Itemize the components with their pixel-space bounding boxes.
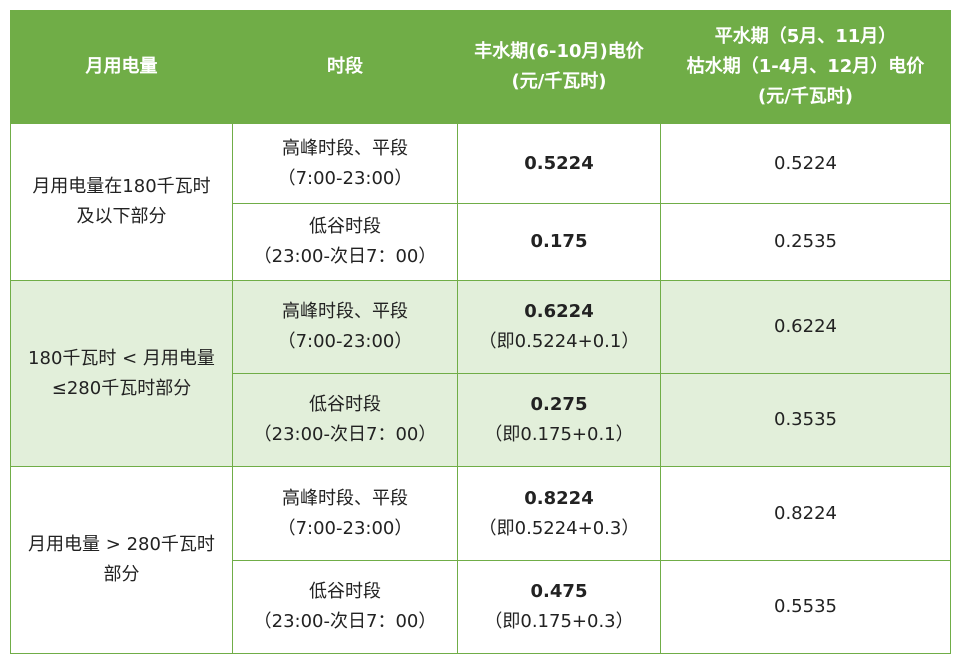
period-name: 高峰时段、平段 [282, 301, 408, 322]
price-table: 月用电量 时段 丰水期(6-10月)电价 (元/千瓦时) 平水期（5月、11月） 枯水期（… [10, 10, 951, 654]
wet-price-cell: 0.6224 （即0.5224+0.1） [457, 280, 661, 374]
wet-price: 0.6224 [524, 301, 594, 322]
header-cell: 平水期（5月、11月） 枯水期（1-4月、12月）电价 (元/千瓦时) [660, 10, 951, 124]
price-note: （即0.175+0.1） [484, 424, 634, 445]
data-row: 低谷时段 （23:00-次日7：00） 0.475 （即0.175+0.3） 0.553… [11, 560, 951, 654]
other-price: 0.3535 [774, 409, 837, 430]
header-text: 枯水期（1-4月、12月）电价 [686, 56, 925, 77]
data-row: 低谷时段 （23:00-次日7：00） 0.175 0.2535 [11, 203, 951, 281]
other-price-cell: 0.5224 [660, 123, 951, 204]
period-time: （23:00-次日7：00） [253, 246, 437, 267]
header-text: 月用电量 [85, 56, 158, 77]
other-price-cell: 0.3535 [660, 373, 951, 467]
period-cell: 低谷时段 （23:00-次日7：00） [232, 560, 458, 654]
group-label-cell: 180千瓦时 < 月用电量 ≤280千瓦时部分 [10, 280, 233, 467]
period-cell: 高峰时段、平段 （7:00-23:00） [232, 280, 458, 374]
data-row: 180千瓦时 < 月用电量 ≤280千瓦时部分 高峰时段、平段 （7:00-23:00… [10, 280, 951, 467]
wet-price: 0.175 [530, 231, 588, 252]
wet-price-cell: 0.5224 [457, 123, 661, 204]
header-text: 平水期（5月、11月） [714, 26, 897, 47]
period-cell: 高峰时段、平段 （7:00-23:00） [232, 123, 458, 204]
period-cell: 高峰时段、平段 （7:00-23:00） [232, 466, 458, 561]
header-text: (元/千瓦时) [511, 71, 607, 92]
group-label: 月用电量 > 280千瓦时 [28, 534, 215, 555]
header-row: 月用电量 时段 丰水期(6-10月)电价 (元/千瓦时) 平水期（5月、11月） 枯水期（… [10, 10, 951, 124]
other-price: 0.8224 [774, 502, 837, 524]
other-price: 0.5224 [774, 152, 837, 174]
price-note: （即0.5224+0.3） [478, 517, 640, 539]
other-price: 0.5535 [774, 596, 837, 617]
other-price: 0.6224 [774, 316, 837, 337]
period-time: （7:00-23:00） [277, 167, 413, 189]
period-name: 低谷时段 [309, 581, 381, 602]
price-note: （即0.175+0.3） [484, 611, 634, 632]
other-price-cell: 0.5535 [660, 560, 951, 654]
wet-price-cell: 0.175 [457, 203, 661, 281]
header-cell: 时段 [232, 10, 458, 124]
group-label: 月用电量在180千瓦时 [32, 176, 211, 197]
period-time: （7:00-23:00） [277, 517, 413, 539]
data-row: 月用电量 > 280千瓦时 部分 高峰时段、平段 （7:00-23:00） 0.8224… [10, 466, 951, 654]
other-price-cell: 0.2535 [660, 203, 951, 281]
period-name: 高峰时段、平段 [282, 137, 408, 159]
wet-price-cell: 0.8224 （即0.5224+0.3） [457, 466, 661, 561]
data-row: 低谷时段 （23:00-次日7：00） 0.275 （即0.175+0.1） 0.353… [11, 373, 951, 467]
data-row: 月用电量在180千瓦时 及以下部分 高峰时段、平段 （7:00-23:00） 0.522… [10, 123, 951, 281]
price-note: （即0.5224+0.1） [478, 331, 640, 352]
other-price: 0.2535 [774, 231, 837, 252]
header-text: 丰水期(6-10月)电价 [474, 41, 644, 62]
wet-price: 0.5224 [524, 152, 594, 174]
group-label-cell: 月用电量 > 280千瓦时 部分 [10, 466, 233, 654]
wet-price: 0.275 [530, 394, 588, 415]
period-name: 高峰时段、平段 [282, 487, 408, 509]
group-label-cell: 月用电量在180千瓦时 及以下部分 [10, 123, 233, 281]
period-cell: 低谷时段 （23:00-次日7：00） [232, 373, 458, 467]
group-label: 部分 [103, 564, 140, 585]
header-text: 时段 [327, 56, 363, 77]
group-label: ≤280千瓦时部分 [51, 377, 192, 399]
other-price-cell: 0.6224 [660, 280, 951, 374]
period-cell: 低谷时段 （23:00-次日7：00） [232, 203, 458, 281]
group-label: 及以下部分 [76, 206, 167, 227]
header-text: (元/千瓦时) [757, 86, 854, 107]
period-time: （23:00-次日7：00） [253, 424, 437, 445]
header-cell: 丰水期(6-10月)电价 (元/千瓦时) [457, 10, 661, 124]
period-name: 低谷时段 [309, 216, 381, 237]
group-label: 180千瓦时 < 月用电量 [28, 347, 215, 369]
period-name: 低谷时段 [309, 394, 381, 415]
period-time: （23:00-次日7：00） [253, 611, 437, 632]
header-cell: 月用电量 [10, 10, 233, 124]
period-time: （7:00-23:00） [277, 331, 413, 352]
wet-price-cell: 0.475 （即0.175+0.3） [457, 560, 661, 654]
wet-price: 0.475 [530, 581, 588, 602]
wet-price-cell: 0.275 （即0.175+0.1） [457, 373, 661, 467]
wet-price: 0.8224 [524, 487, 594, 509]
other-price-cell: 0.8224 [660, 466, 951, 561]
